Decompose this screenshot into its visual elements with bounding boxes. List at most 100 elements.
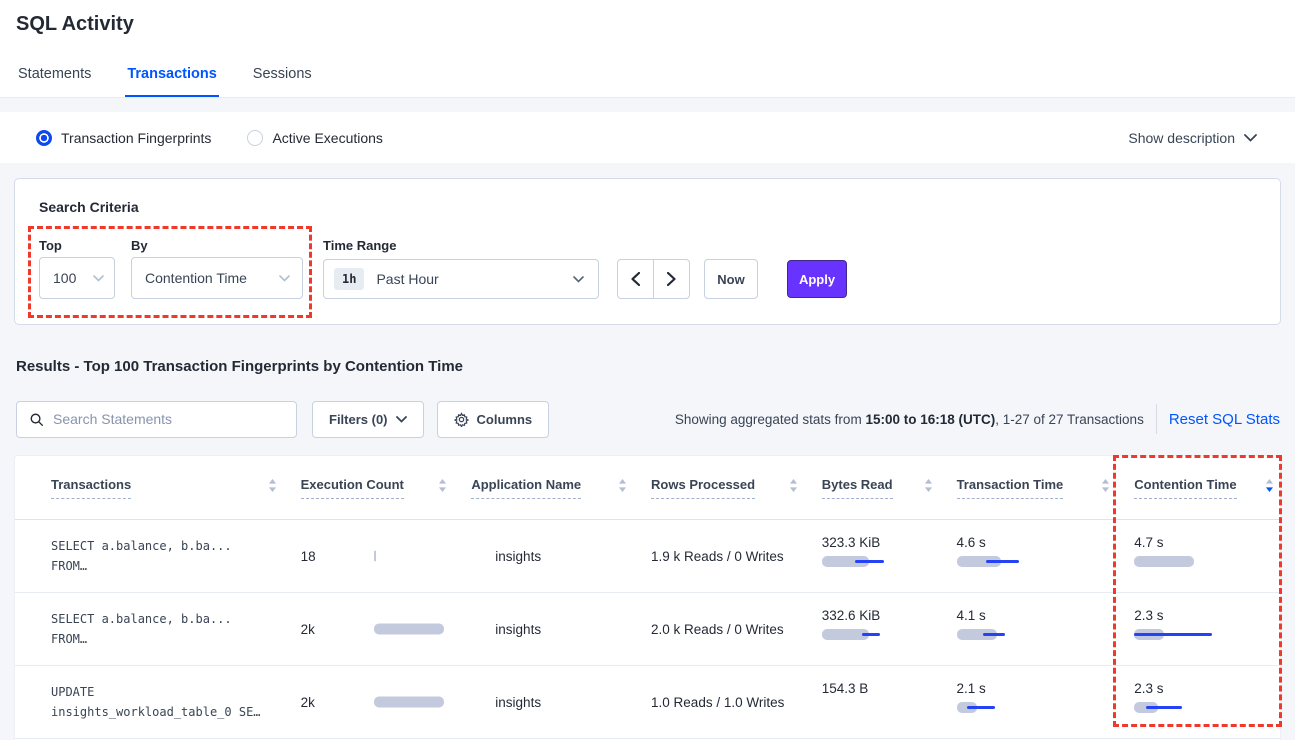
now-button[interactable]: Now: [704, 259, 758, 299]
show-description-toggle[interactable]: Show description: [1128, 130, 1257, 146]
bytes-read-cell: 154.3 B: [821, 681, 869, 696]
tab-bar: Statements Transactions Sessions: [16, 56, 314, 97]
tab-statements[interactable]: Statements: [18, 66, 92, 82]
chevron-down-icon: [279, 274, 290, 282]
gear-icon: [453, 411, 469, 427]
radio-label: Transaction Fingerprints: [61, 129, 212, 146]
column-header-contention-time[interactable]: Contention Time: [1134, 477, 1280, 499]
show-description-label: Show description: [1128, 129, 1235, 146]
execution-count-bar: [373, 623, 454, 635]
contention-time-cell: 2.3 s: [1134, 593, 1280, 665]
transaction-fingerprint-link[interactable]: UPDATE insights_workload_table_0 SE…: [51, 685, 261, 719]
by-select[interactable]: Contention Time: [131, 257, 303, 299]
transaction-time-bar: [956, 702, 1037, 713]
column-header-application-name[interactable]: Application Name: [471, 477, 651, 499]
by-select-value: Contention Time: [145, 270, 247, 286]
sort-icon: [268, 478, 276, 492]
chevron-right-icon: [667, 272, 676, 286]
execution-count-cell: 2k: [301, 593, 472, 665]
search-icon: [30, 413, 44, 426]
filters-button[interactable]: Filters (0): [312, 400, 424, 438]
rows-processed-cell: 2.0 k Reads / 0 Writes: [651, 621, 784, 637]
transaction-time-cell: 4.6 s: [956, 520, 1135, 592]
view-toggle-row: Transaction Fingerprints Active Executio…: [0, 112, 1295, 163]
bytes-read-bar: [821, 556, 902, 567]
previous-time-range-button[interactable]: [618, 260, 654, 298]
column-header-transaction-time[interactable]: Transaction Time: [956, 477, 1135, 499]
top-select-value: 100: [53, 270, 77, 286]
time-range-badge: 1h: [334, 268, 365, 290]
page-title: SQL Activity: [16, 13, 134, 35]
column-header-transactions[interactable]: Transactions: [51, 477, 301, 499]
execution-count-cell: 18: [301, 520, 472, 592]
contention-time-cell: 4.7 s: [1134, 520, 1280, 592]
transaction-fingerprint-cell: SELECT a.balance, b.ba... FROM…: [51, 593, 301, 665]
chevron-down-icon: [93, 274, 104, 282]
bytes-read-cell: 323.3 KiB: [821, 520, 957, 592]
execution-count-bar: [373, 696, 454, 708]
chevron-down-icon: [573, 275, 584, 283]
contention-time-bar: [1134, 629, 1214, 640]
next-time-range-button[interactable]: [654, 260, 689, 298]
contention-time-bar: [1134, 702, 1214, 713]
column-header-execution-count[interactable]: Execution Count: [300, 477, 472, 499]
radio-unselected-icon: [247, 129, 264, 146]
time-range-label: Time Range: [323, 238, 397, 253]
time-range-select[interactable]: 1h Past Hour: [323, 259, 599, 299]
toolbar-divider: [1155, 404, 1157, 434]
aggregated-stats-text: Showing aggregated stats from 15:00 to 1…: [674, 411, 1144, 427]
transaction-fingerprint-link[interactable]: SELECT a.balance, b.ba... FROM…: [51, 539, 232, 573]
search-statements-input[interactable]: [53, 411, 286, 427]
application-name-cell: insights: [495, 548, 542, 564]
bytes-read-cell: 332.6 KiB: [821, 593, 957, 665]
sort-icon: [439, 478, 447, 492]
results-toolbar: Filters (0) Columns Showing aggregated s…: [16, 400, 1281, 438]
execution-count-cell: 2k: [301, 666, 472, 738]
radio-selected-icon: [36, 129, 52, 146]
radio-label: Active Executions: [272, 129, 383, 146]
execution-count-bar: [373, 550, 454, 562]
rows-processed-cell: 1.0 Reads / 1.0 Writes: [651, 694, 785, 710]
tab-sessions[interactable]: Sessions: [252, 66, 312, 82]
time-range-value: Past Hour: [376, 271, 439, 287]
transaction-fingerprint-cell: UPDATE insights_workload_table_0 SE…: [51, 666, 301, 738]
bytes-read-bar: [821, 629, 902, 640]
transaction-time-cell: 2.1 s: [956, 666, 1135, 738]
apply-button[interactable]: Apply: [787, 260, 847, 298]
search-criteria-heading: Search Criteria: [39, 199, 139, 215]
search-criteria-card: Search Criteria Top 100 By Contention Ti…: [14, 178, 1281, 325]
top-select[interactable]: 100: [39, 257, 115, 299]
radio-transaction-fingerprints[interactable]: Transaction Fingerprints: [36, 129, 212, 146]
time-range-pager: [617, 259, 690, 299]
chevron-down-icon: [1244, 133, 1257, 142]
transaction-time-bar: [956, 629, 1037, 640]
sort-icon: [619, 478, 627, 492]
reset-sql-stats-link[interactable]: Reset SQL Stats: [1168, 410, 1280, 428]
radio-active-executions[interactable]: Active Executions: [247, 129, 383, 146]
filters-label: Filters (0): [329, 411, 388, 427]
table-row: SELECT a.balance, b.ba... FROM… 18 insig…: [15, 520, 1280, 593]
column-header-rows-processed[interactable]: Rows Processed: [651, 477, 822, 499]
by-label: By: [131, 238, 148, 253]
transactions-table: Transactions Execution Count Application…: [14, 455, 1281, 740]
contention-time-bar: [1134, 556, 1214, 567]
tab-transactions[interactable]: Transactions: [125, 56, 219, 97]
contention-time-cell: 2.3 s: [1134, 666, 1280, 738]
table-row: SELECT a.balance, b.ba... FROM… 2k insig…: [15, 593, 1280, 666]
sort-icon: [1102, 478, 1110, 492]
rows-processed-cell: 1.9 k Reads / 0 Writes: [651, 548, 784, 564]
application-name-cell: insights: [495, 694, 542, 710]
chevron-down-icon: [395, 415, 407, 423]
page-header: SQL Activity Statements Transactions Ses…: [0, 0, 1295, 98]
transaction-fingerprint-cell: SELECT a.balance, b.ba... FROM…: [51, 520, 301, 592]
table-row: UPDATE insights_workload_table_0 SE… 2k …: [15, 666, 1280, 739]
column-header-bytes-read[interactable]: Bytes Read: [821, 477, 957, 499]
transaction-time-bar: [956, 556, 1037, 567]
table-header-row: Transactions Execution Count Application…: [15, 456, 1280, 520]
columns-button[interactable]: Columns: [436, 400, 550, 438]
sort-icon: [924, 478, 932, 492]
transaction-fingerprint-link[interactable]: SELECT a.balance, b.ba... FROM…: [51, 612, 232, 646]
chevron-left-icon: [631, 272, 640, 286]
sort-icon: [789, 478, 797, 492]
